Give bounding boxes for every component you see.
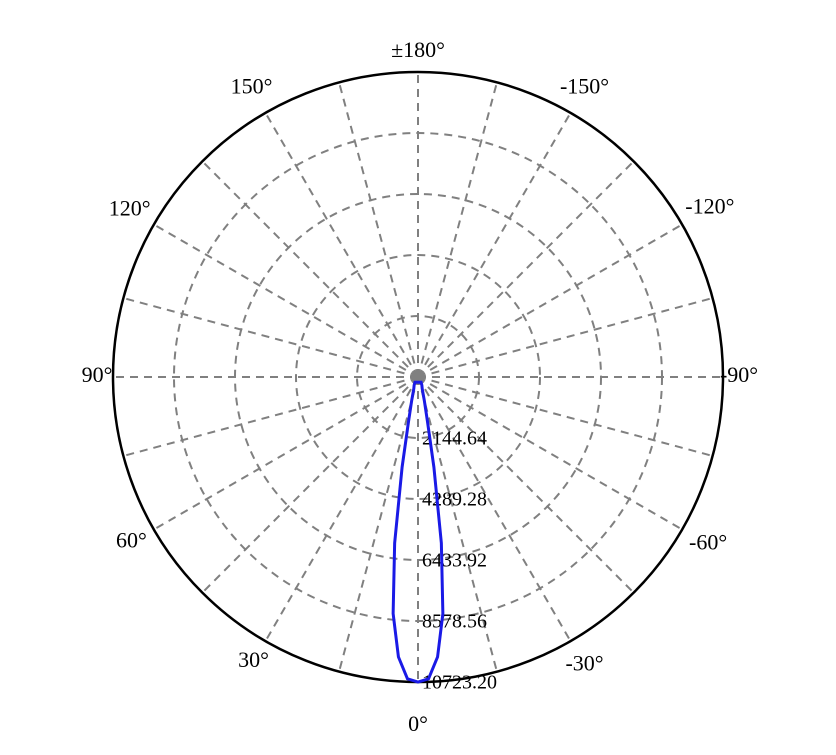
radial-tick-label: 4289.28 bbox=[422, 489, 487, 511]
angle-tick-label: -120° bbox=[685, 194, 734, 219]
grid-spoke bbox=[339, 82, 418, 377]
angle-tick-label: 0° bbox=[408, 711, 428, 736]
grid-spoke bbox=[266, 377, 419, 641]
grid-spokes bbox=[113, 72, 723, 682]
grid-spoke bbox=[154, 225, 418, 378]
grid-spoke bbox=[418, 298, 713, 377]
angle-tick-label: -90° bbox=[720, 362, 758, 387]
grid-spoke bbox=[418, 225, 682, 378]
angle-tick-label: ±180° bbox=[391, 37, 445, 62]
grid-spoke bbox=[202, 377, 418, 593]
angle-tick-label: -150° bbox=[560, 74, 609, 99]
radial-tick-label: 8578.56 bbox=[422, 611, 487, 633]
angle-tick-label: 150° bbox=[231, 74, 273, 99]
radial-tick-label: 10723.20 bbox=[422, 672, 497, 694]
radial-tick-label: 6433.92 bbox=[422, 550, 487, 572]
grid-spoke bbox=[154, 377, 418, 530]
grid-spoke bbox=[123, 377, 418, 456]
angle-tick-label: 120° bbox=[109, 196, 151, 221]
angle-tick-label: 90° bbox=[82, 362, 113, 387]
grid-spoke bbox=[418, 82, 497, 377]
angle-tick-label: -60° bbox=[689, 530, 727, 555]
grid-spoke bbox=[339, 377, 418, 672]
polar-chart: 2144.644289.286433.928578.5610723.20 0°3… bbox=[0, 0, 836, 755]
grid-spoke bbox=[418, 113, 571, 377]
angle-tick-label: -30° bbox=[565, 650, 603, 675]
grid-spoke bbox=[202, 161, 418, 377]
grid-spoke bbox=[418, 161, 634, 377]
grid-spoke bbox=[266, 113, 419, 377]
angle-tick-labels: 0° 30° 60° 90° 120° 150° ±180° -150° -120° -90° -6… bbox=[82, 37, 758, 736]
angle-tick-label: 60° bbox=[116, 528, 147, 553]
grid-spoke bbox=[123, 298, 418, 377]
angle-tick-label: 30° bbox=[238, 647, 269, 672]
